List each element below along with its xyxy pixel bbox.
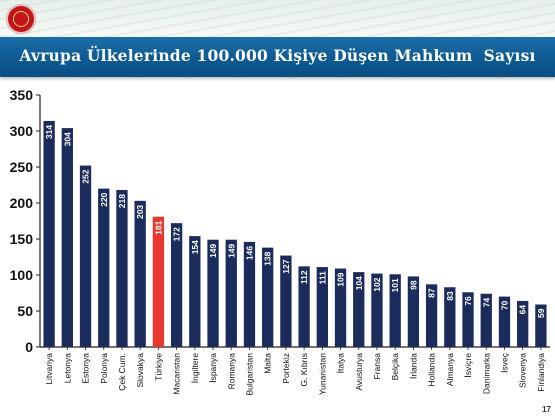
x-tick-label: Macaristan	[172, 353, 182, 395]
chart-title: Avrupa Ülkelerinde 100.000 Kişiye Düşen …	[19, 46, 536, 65]
bar-value-label: 154	[190, 240, 200, 254]
bar	[535, 304, 547, 347]
bar	[316, 267, 328, 347]
bar	[170, 223, 183, 347]
bar-value-label: 101	[390, 278, 400, 292]
bar	[98, 188, 110, 347]
bar	[61, 128, 73, 347]
x-tick-label: Fransa	[372, 353, 382, 380]
bar	[79, 165, 92, 347]
bar	[444, 287, 456, 347]
bar-value-label: 149	[208, 243, 218, 257]
bar	[498, 296, 511, 347]
bar	[262, 247, 274, 347]
x-tick-label: Danimarka	[481, 353, 491, 394]
x-tick-label: Slovenya	[518, 353, 528, 388]
bar-value-label: 146	[244, 246, 254, 260]
bar-value-label: 252	[81, 169, 91, 183]
bar-value-label: 112	[299, 270, 309, 284]
x-tick-label: Romanya	[226, 353, 236, 390]
x-tick-label: Yunanistan	[317, 353, 327, 395]
x-tick-label: Almanya	[445, 353, 455, 386]
bar-value-label: 102	[372, 277, 382, 291]
x-tick-label: Estonya	[81, 353, 91, 384]
y-tick-label: 100	[10, 267, 34, 283]
bar-value-label: 304	[62, 132, 72, 146]
bar	[243, 241, 256, 347]
x-tick-label: İngiltere	[190, 353, 200, 384]
x-tick-label: G. Kıbrıs	[299, 353, 309, 387]
bar	[43, 120, 55, 347]
bar	[152, 216, 165, 347]
y-tick-label: 300	[10, 123, 34, 139]
y-tick-label: 150	[10, 231, 34, 247]
bar-value-label: 64	[518, 305, 528, 315]
x-tick-label: Hollanda	[427, 353, 437, 387]
x-tick-label: İsviçre	[463, 353, 473, 378]
y-tick-label: 350	[10, 87, 34, 103]
x-tick-label: Letonya	[62, 353, 72, 384]
x-tick-label: Belçika	[390, 353, 400, 381]
bar	[334, 268, 347, 347]
x-tick-label: Finlandiya	[536, 353, 546, 392]
bar	[389, 274, 401, 347]
bar-value-label: 127	[281, 259, 291, 273]
bar-value-label: 203	[135, 205, 145, 219]
bar-value-label: 149	[226, 243, 236, 257]
x-tick-label: Avusturya	[354, 353, 364, 391]
bar-value-label: 87	[427, 288, 437, 298]
bar	[225, 239, 237, 347]
bar	[353, 272, 365, 347]
bar	[134, 200, 146, 347]
page-number: 17	[542, 405, 551, 414]
bar	[480, 293, 492, 347]
bar-value-label: 109	[336, 272, 346, 286]
x-tick-label: Slovakya	[135, 353, 145, 388]
x-tick-label: İspanya	[208, 353, 218, 383]
bar-value-label: 111	[317, 271, 327, 285]
x-tick-label: Türkiye	[153, 353, 163, 381]
x-tick-label: Çek Cum.	[117, 353, 127, 391]
emblem-logo	[6, 4, 36, 34]
x-tick-label: Polonya	[99, 353, 109, 384]
bar-value-label: 76	[463, 296, 473, 306]
bar-value-label: 218	[117, 194, 127, 208]
bar-value-label: 59	[536, 308, 546, 318]
bar	[517, 300, 529, 347]
bar	[462, 292, 474, 347]
bar-value-label: 181	[153, 220, 163, 234]
x-tick-label: Litvanya	[44, 353, 54, 385]
bar	[371, 273, 383, 347]
bar-value-label: 138	[263, 251, 273, 265]
x-tick-label: İsveç	[499, 352, 509, 373]
bar-chart: 0 50 100 150 200 250 300 350 314 Litvanya 304 Leton…	[10, 87, 550, 396]
x-tick-label: Portekiz	[281, 353, 291, 384]
x-tick-label: Bulgaristan	[244, 353, 254, 396]
y-tick-label: 250	[10, 159, 34, 175]
title-bar	[0, 37, 555, 77]
bar-value-label: 74	[481, 297, 491, 307]
bar-value-label: 70	[499, 300, 509, 310]
x-tick-label: İrlanda	[408, 353, 418, 379]
bar-value-label: 98	[408, 280, 418, 290]
bar	[207, 239, 219, 347]
bar-value-label: 172	[172, 227, 182, 241]
bar	[189, 236, 201, 347]
bar	[425, 284, 438, 347]
x-tick-label: Malta	[263, 353, 273, 374]
bar	[116, 190, 128, 347]
bar-value-label: 314	[44, 125, 54, 139]
bar	[280, 255, 292, 347]
bar-value-label: 83	[445, 291, 455, 301]
x-tick-label: İtalya	[336, 353, 346, 374]
y-tick-label: 0	[25, 339, 33, 355]
y-tick-label: 200	[10, 195, 34, 211]
emblem-ring	[13, 11, 29, 27]
bar-value-label: 220	[99, 192, 109, 206]
bar	[407, 276, 420, 347]
bar	[298, 266, 310, 347]
bar-value-label: 104	[354, 276, 364, 290]
y-tick-label: 50	[17, 303, 33, 319]
